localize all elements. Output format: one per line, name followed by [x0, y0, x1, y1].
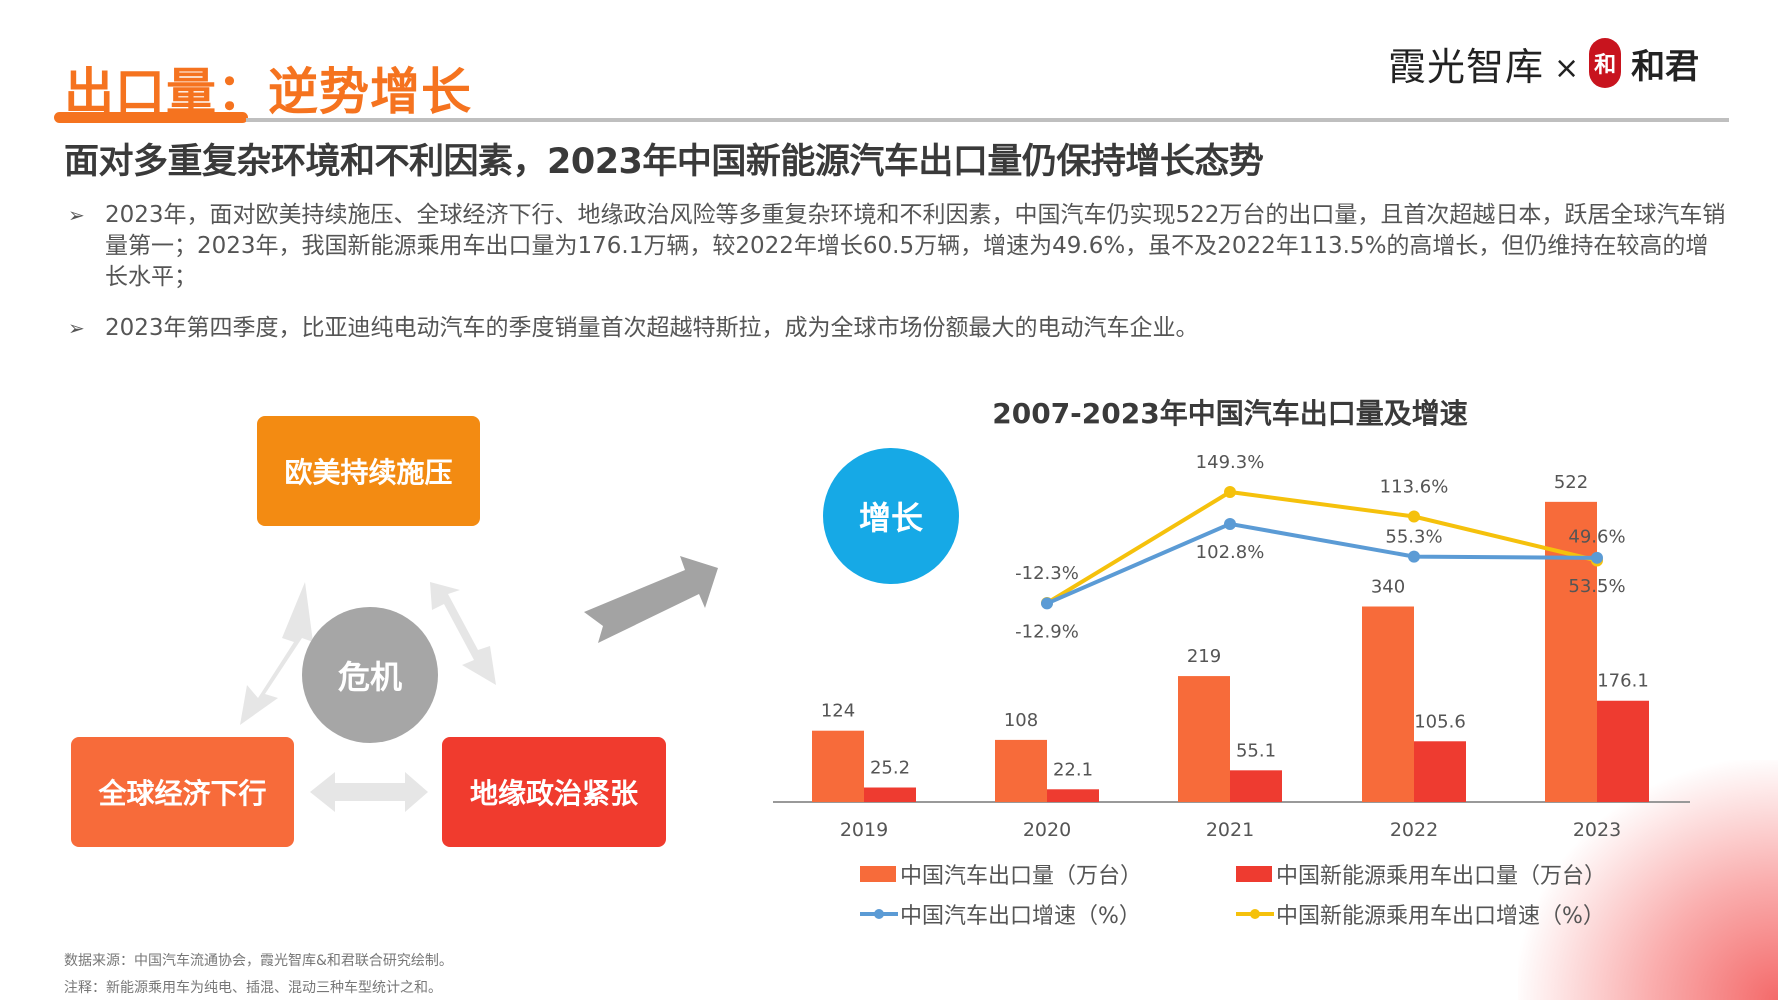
line-point [1408, 510, 1420, 523]
line-data-label: 55.3% [1385, 527, 1442, 548]
double-arrow-right-diagonal [430, 582, 496, 685]
double-arrow-left-diagonal [240, 582, 313, 725]
bar-data-label: 105.6 [1414, 711, 1466, 732]
bullet-text: 2023年，面对欧美持续施压、全球经济下行、地缘政治风险等多重复杂环境和不利因素… [105, 202, 1726, 290]
bar-data-label: 124 [821, 701, 855, 722]
chart-title: 2007-2023年中国汽车出口量及增速 [992, 397, 1468, 430]
legend-label: 中国新能源乘用车出口量（万台） [1276, 864, 1607, 889]
bullet-text: 2023年第四季度，比亚迪纯电动汽车的季度销量首次超越特斯拉，成为全球市场份额最… [105, 315, 1199, 341]
bar [1178, 676, 1230, 802]
title-accent-bar [54, 112, 248, 123]
legend-item: 中国汽车出口增速（%） [860, 898, 1141, 930]
line-data-label: 113.6% [1380, 477, 1449, 498]
footnote: 注释：新能源乘用车为纯电、插混、混动三种车型统计之和。 [64, 980, 442, 996]
bullet-item: ➢ 2023年，面对欧美持续施压、全球经济下行、地缘政治风险等多重复杂环境和不利… [68, 200, 1728, 293]
bar [1047, 789, 1099, 802]
bar-data-label: 176.1 [1597, 671, 1649, 692]
bar [1414, 741, 1466, 802]
x-tick-label: 2020 [1023, 819, 1071, 841]
diagram-arrows [240, 556, 718, 812]
line-data-label: 53.5% [1568, 576, 1625, 597]
legend-line-marker [1236, 909, 1274, 919]
legend-line-marker [860, 909, 898, 919]
line-data-label: 49.6% [1568, 526, 1625, 547]
x-tick-label: 2022 [1390, 819, 1438, 841]
bullet-item: ➢ 2023年第四季度，比亚迪纯电动汽车的季度销量首次超越特斯拉，成为全球市场份… [68, 313, 1728, 344]
line-point [1041, 597, 1053, 610]
bar-data-label: 108 [1004, 710, 1038, 731]
x-tick-label: 2023 [1573, 819, 1621, 841]
page-subtitle: 面对多重复杂环境和不利因素，2023年中国新能源汽车出口量仍保持增长态势 [64, 142, 1264, 182]
bar-data-label: 522 [1554, 472, 1588, 493]
bar-data-label: 25.2 [870, 758, 910, 779]
series-line [1045, 489, 1598, 605]
bar-data-label: 340 [1371, 577, 1405, 598]
legend-item: 中国新能源乘用车出口增速（%） [1236, 898, 1605, 930]
line-point [1591, 551, 1603, 564]
bar [1362, 606, 1414, 802]
legend-swatch [860, 866, 896, 882]
legend-item: 中国新能源乘用车出口量（万台） [1236, 858, 1606, 890]
legend-label: 中国新能源乘用车出口增速（%） [1276, 904, 1605, 929]
line-data-label: -12.9% [1015, 621, 1079, 642]
bar-data-label: 219 [1187, 646, 1221, 667]
seal-icon: 和 [1589, 38, 1622, 88]
bar [864, 787, 916, 802]
page-title: 出口量：逆势增长 [64, 63, 472, 121]
bar [1230, 770, 1282, 802]
bar [1597, 700, 1649, 802]
trend-arrow-icon [584, 556, 718, 643]
logo-brand-1: 霞光智库 [1388, 44, 1545, 89]
bullet-arrow-icon: ➢ [68, 316, 85, 340]
double-arrow-horizontal [310, 772, 428, 812]
line-point [1224, 486, 1236, 498]
data-source-note: 数据来源：中国汽车流通协会，霞光智库&和君联合研究绘制。 [64, 953, 453, 969]
growth-circle: 增长 [823, 448, 959, 584]
logo-brand-2: 和君 [1631, 46, 1700, 87]
factor-box-right: 地缘政治紧张 [442, 737, 666, 847]
bar-data-label: 55.1 [1236, 740, 1276, 761]
factor-box-left: 全球经济下行 [71, 737, 294, 847]
line-data-label: 149.3% [1196, 452, 1265, 473]
line-data-label: 102.8% [1196, 542, 1265, 563]
x-tick-label: 2019 [840, 819, 888, 841]
legend-label: 中国汽车出口增速（%） [900, 904, 1141, 929]
legend-item: 中国汽车出口量（万台） [860, 858, 1142, 890]
brand-logo: 霞光智库 × 和 和君 [1388, 38, 1700, 89]
factor-box-top: 欧美持续施压 [257, 416, 480, 526]
line-point [1224, 517, 1236, 530]
line-data-label: -12.3% [1015, 563, 1079, 584]
legend-label: 中国汽车出口量（万台） [900, 864, 1143, 889]
bullet-arrow-icon: ➢ [68, 203, 85, 227]
crisis-circle: 危机 [302, 607, 438, 743]
logo-separator: × [1554, 50, 1580, 86]
chart-plot: 2019 2020 2021 2022 2023 124 108 219 340 522 25.2 2… [773, 452, 1690, 841]
bar-data-label: 22.1 [1053, 759, 1093, 780]
bar [995, 739, 1047, 802]
line-point [1408, 550, 1420, 563]
header-divider [246, 118, 1729, 122]
bar [812, 730, 864, 802]
legend-swatch [1236, 866, 1272, 882]
x-tick-label: 2021 [1206, 819, 1254, 841]
series-line [1046, 521, 1598, 606]
